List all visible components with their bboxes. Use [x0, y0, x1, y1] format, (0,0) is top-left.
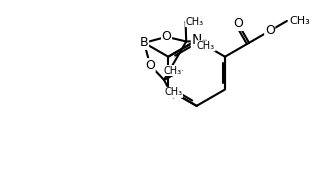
Text: CH₃: CH₃	[289, 16, 310, 26]
Text: CH₃: CH₃	[186, 17, 204, 27]
Text: B: B	[140, 36, 149, 49]
Text: N: N	[192, 33, 202, 47]
Text: CH₃: CH₃	[197, 41, 215, 51]
Text: O: O	[145, 59, 155, 72]
Text: O: O	[233, 17, 243, 30]
Text: O: O	[162, 30, 171, 43]
Text: O: O	[265, 24, 275, 37]
Text: CH₃: CH₃	[163, 65, 181, 76]
Text: CH₃: CH₃	[164, 87, 182, 98]
